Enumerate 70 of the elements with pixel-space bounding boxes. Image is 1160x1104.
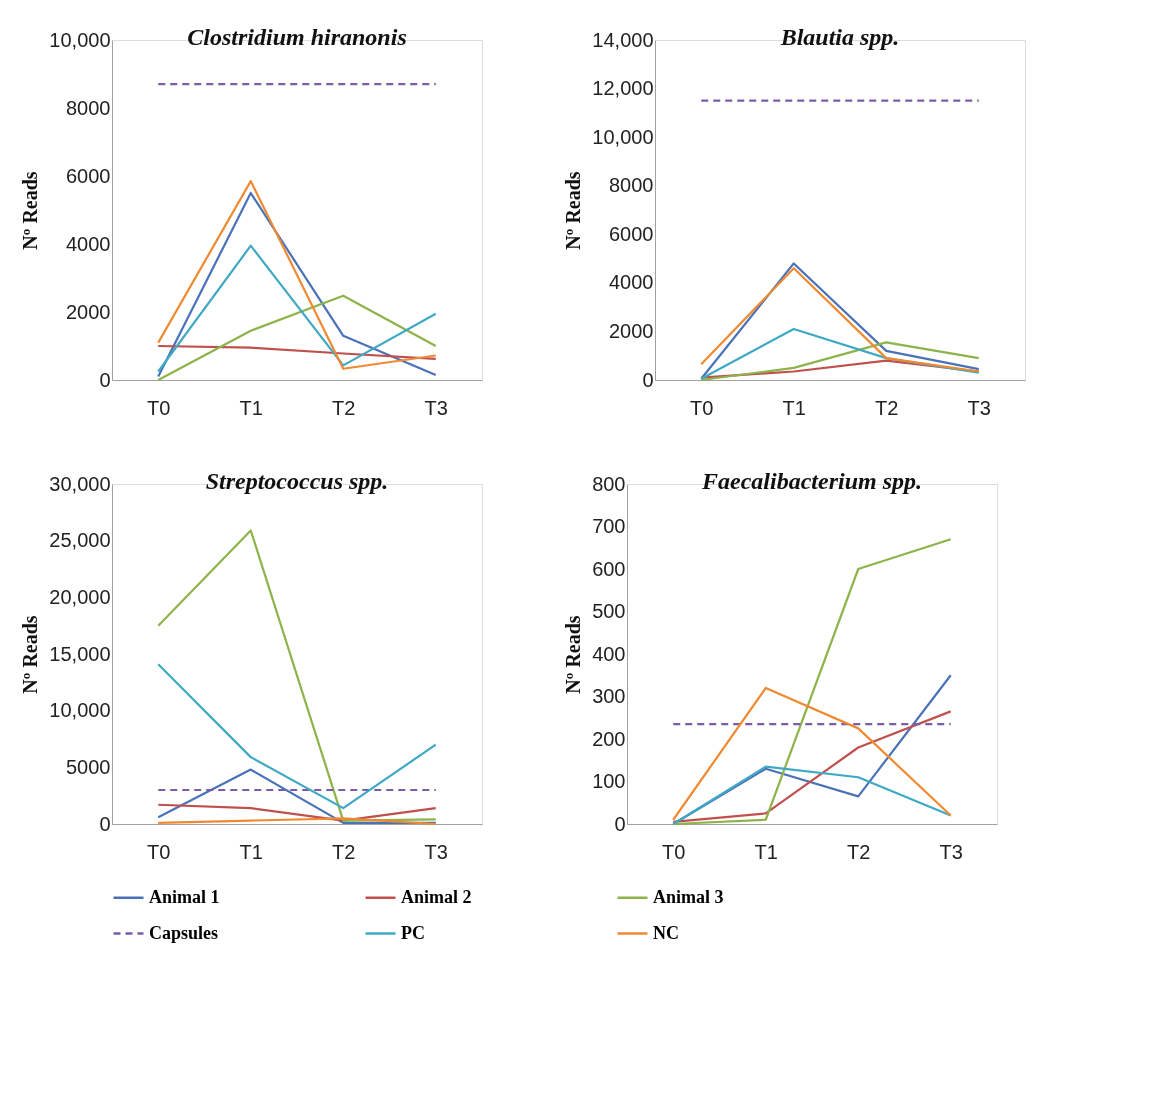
chart-title: Clostridium hiranonis (187, 24, 407, 50)
x-tick-label: T2 (332, 396, 356, 419)
chart-title: Faecalibacterium spp. (701, 468, 922, 494)
y-tick-label: 4000 (609, 271, 654, 294)
y-tick-label: 0 (99, 812, 111, 835)
legend-label: Animal 3 (653, 886, 724, 907)
legend-label: PC (401, 922, 425, 943)
y-axis-title: Nº Reads (562, 171, 585, 250)
line-series (157, 294, 437, 382)
line-series (157, 244, 437, 373)
y-tick-label: 30,000 (49, 472, 111, 495)
y-tick-label: 8000 (66, 96, 111, 119)
x-tick-label: T0 (147, 840, 171, 863)
y-tick-label: 0 (642, 368, 654, 391)
y-tick-label: 800 (592, 472, 626, 495)
x-tick-label: T3 (967, 396, 991, 419)
chart-title: Streptococcus spp. (205, 468, 389, 494)
x-tick-label: T1 (239, 840, 263, 863)
line-series (672, 765, 952, 826)
line-series (157, 344, 437, 361)
x-tick-label: T2 (875, 396, 899, 419)
line-series (672, 710, 952, 823)
x-tick-label: T0 (147, 396, 171, 419)
y-tick-label: 600 (592, 557, 626, 580)
y-tick-label: 14,000 (592, 28, 654, 51)
x-tick-label: T1 (239, 396, 263, 419)
y-tick-label: 2000 (66, 300, 111, 323)
line-series (157, 663, 437, 810)
y-tick-label: 0 (99, 368, 111, 391)
x-tick-label: T2 (332, 840, 356, 863)
y-tick-label: 500 (592, 600, 626, 622)
y-tick-label: 10,000 (49, 28, 111, 51)
line-series (672, 538, 952, 826)
y-tick-label: 25,000 (49, 529, 111, 552)
y-tick-label: 700 (592, 515, 626, 537)
x-tick-label: T3 (424, 840, 448, 863)
x-tick-label: T2 (847, 840, 871, 863)
y-axis-title: Nº Reads (19, 171, 42, 250)
y-tick-label: 300 (592, 685, 626, 707)
y-tick-label: 6000 (66, 164, 111, 187)
chart-title: Blautia spp. (779, 24, 900, 50)
x-tick-label: T3 (939, 840, 963, 863)
y-tick-label: 2000 (609, 319, 654, 342)
y-tick-label: 15,000 (49, 642, 111, 665)
y-tick-label: 6000 (609, 222, 654, 245)
legend-label: Animal 1 (149, 886, 220, 907)
x-tick-label: T0 (690, 396, 714, 419)
y-tick-label: 0 (614, 812, 626, 835)
y-tick-label: 10,000 (592, 125, 654, 148)
y-tick-label: 4000 (66, 232, 111, 255)
y-tick-label: 10,000 (49, 699, 111, 722)
y-tick-label: 5000 (66, 755, 111, 778)
x-tick-label: T3 (424, 396, 448, 419)
x-tick-label: T0 (662, 840, 686, 863)
y-tick-label: 200 (592, 727, 626, 750)
y-tick-label: 100 (592, 770, 626, 792)
legend-label: Capsules (149, 922, 219, 943)
legend-label: NC (653, 922, 679, 943)
line-series (700, 327, 980, 380)
line-series (157, 529, 437, 822)
x-tick-label: T1 (782, 396, 806, 419)
y-tick-label: 8000 (609, 174, 654, 197)
legend-label: Animal 2 (401, 886, 472, 907)
y-tick-label: 12,000 (592, 77, 654, 100)
y-tick-label: 400 (592, 642, 626, 665)
y-axis-title: Nº Reads (562, 615, 585, 694)
y-axis-title: Nº Reads (19, 615, 42, 694)
y-tick-label: 20,000 (49, 585, 111, 608)
line-series (700, 341, 980, 382)
x-tick-label: T1 (754, 840, 778, 863)
